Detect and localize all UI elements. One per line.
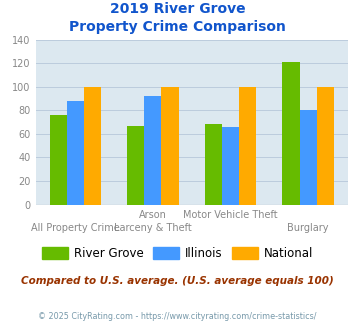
Bar (162, 87, 179, 205)
Text: Property Crime Comparison: Property Crime Comparison (69, 20, 286, 34)
Bar (222, 127, 239, 205)
Bar (239, 87, 256, 205)
Bar (84, 87, 101, 205)
Bar (317, 87, 334, 205)
Text: Compared to U.S. average. (U.S. average equals 100): Compared to U.S. average. (U.S. average … (21, 276, 334, 285)
Text: Larceny & Theft: Larceny & Theft (114, 223, 192, 233)
Legend: River Grove, Illinois, National: River Grove, Illinois, National (37, 242, 318, 265)
Text: Arson: Arson (139, 210, 167, 219)
Text: 2019 River Grove: 2019 River Grove (110, 2, 245, 16)
Bar (144, 96, 162, 205)
Text: Burglary: Burglary (287, 223, 329, 233)
Bar (300, 110, 317, 205)
Bar (283, 62, 300, 205)
Bar (67, 101, 84, 205)
Text: Motor Vehicle Theft: Motor Vehicle Theft (183, 210, 278, 219)
Bar (127, 126, 144, 205)
Bar (205, 124, 222, 205)
Text: © 2025 CityRating.com - https://www.cityrating.com/crime-statistics/: © 2025 CityRating.com - https://www.city… (38, 312, 317, 321)
Text: All Property Crime: All Property Crime (31, 223, 120, 233)
Bar (50, 115, 67, 205)
